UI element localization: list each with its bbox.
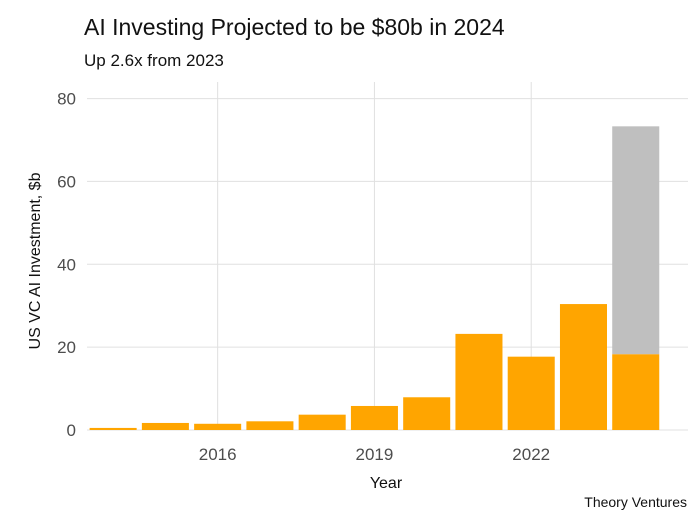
chart-title: AI Investing Projected to be $80b in 202… [84, 14, 505, 40]
bar-actual [455, 333, 503, 430]
tick-labels: 0 20 40 60 80 2016 2019 2022 [57, 90, 550, 464]
y-tick-label: 40 [57, 255, 76, 274]
bar-actual [559, 304, 607, 430]
source-caption: Theory Ventures [584, 494, 687, 510]
y-axis-title: US VC AI Investment, $b [27, 172, 44, 349]
x-tick-label: 2016 [199, 445, 237, 464]
bar-actual [298, 414, 346, 430]
y-tick-label: 0 [67, 421, 76, 440]
x-axis-title: Year [370, 475, 403, 492]
chart-subtitle: Up 2.6x from 2023 [84, 51, 224, 70]
bar-actual [89, 427, 137, 430]
bar-actual [194, 423, 242, 430]
bar-actual [403, 397, 451, 430]
x-tick-label: 2022 [512, 445, 550, 464]
bar-actual [350, 405, 398, 430]
bar-projected [612, 126, 660, 355]
bar-actual [612, 354, 660, 430]
y-tick-label: 20 [57, 338, 76, 357]
bar-actual [141, 422, 189, 430]
y-tick-label: 60 [57, 172, 76, 191]
bars [89, 126, 660, 430]
y-tick-label: 80 [57, 90, 76, 109]
x-tick-label: 2019 [356, 445, 394, 464]
bar-actual [507, 356, 555, 430]
bar-actual [246, 421, 294, 430]
